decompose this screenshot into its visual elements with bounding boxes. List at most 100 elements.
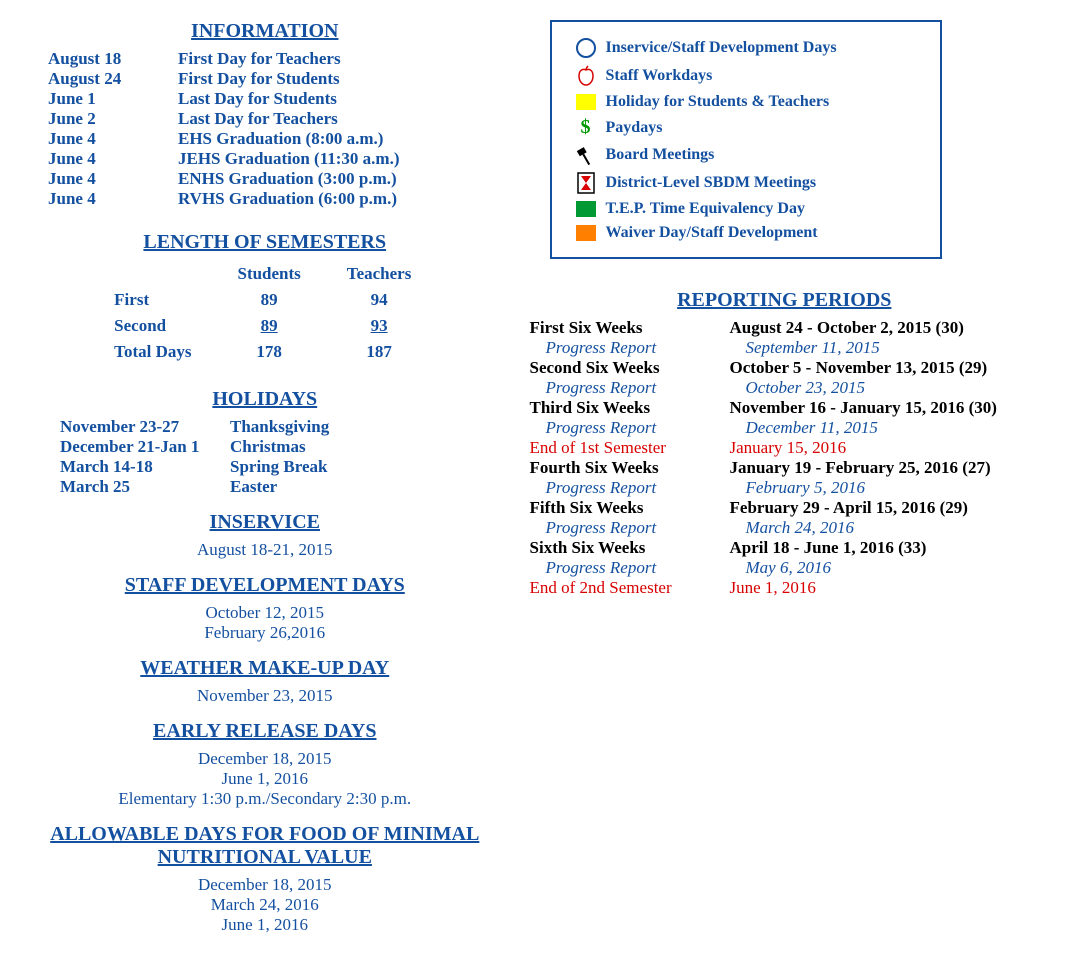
holiday-row: December 21-Jan 1Christmas (30, 437, 500, 457)
reporting-row: Fourth Six WeeksJanuary 19 - February 25… (530, 458, 1039, 478)
legend-row: T.E.P. Time Equivalency Day (566, 199, 926, 219)
information-row: June 4ENHS Graduation (3:00 p.m.) (30, 169, 500, 189)
food-line: December 18, 2015 (30, 875, 500, 895)
info-desc: ENHS Graduation (3:00 p.m.) (178, 169, 500, 189)
early-title: EARLY RELEASE DAYS (30, 720, 500, 743)
reporting-label: Progress Report (530, 338, 746, 358)
information-row: August 24First Day for Students (30, 69, 500, 89)
holiday-date: November 23-27 (60, 417, 230, 437)
legend-label: Waiver Day/Staff Development (606, 224, 818, 242)
holiday-name: Thanksgiving (230, 417, 329, 437)
reporting-value: January 19 - February 25, 2016 (27) (730, 458, 1039, 478)
info-desc: Last Day for Teachers (178, 109, 500, 129)
reporting-row: Progress ReportSeptember 11, 2015 (530, 338, 1039, 358)
reporting-label: Fourth Six Weeks (530, 458, 730, 478)
weather-title: WEATHER MAKE-UP DAY (30, 657, 500, 680)
legend-row: Holiday for Students & Teachers (566, 92, 926, 112)
semester-teachers: 93 (325, 314, 434, 338)
legend-row: Staff Workdays (566, 64, 926, 88)
reporting-row: First Six WeeksAugust 24 - October 2, 20… (530, 318, 1039, 338)
holiday-row: March 14-18Spring Break (30, 457, 500, 477)
reporting-label: Third Six Weeks (530, 398, 730, 418)
reporting-label: Progress Report (530, 418, 746, 438)
info-date: June 4 (30, 169, 178, 189)
reporting-value: October 5 - November 13, 2015 (29) (730, 358, 1039, 378)
reporting-value: November 16 - January 15, 2016 (30) (730, 398, 1039, 418)
semester-label: First (96, 288, 213, 312)
reporting-value: January 15, 2016 (730, 438, 1039, 458)
early-line: June 1, 2016 (30, 769, 500, 789)
holiday-date: December 21-Jan 1 (60, 437, 230, 457)
holidays-list: November 23-27ThanksgivingDecember 21-Ja… (30, 417, 500, 497)
info-desc: RVHS Graduation (6:00 p.m.) (178, 189, 500, 209)
green-box-icon (566, 199, 606, 219)
info-date: August 24 (30, 69, 178, 89)
holiday-row: March 25Easter (30, 477, 500, 497)
info-date: June 1 (30, 89, 178, 109)
information-row: June 2Last Day for Teachers (30, 109, 500, 129)
information-row: June 4EHS Graduation (8:00 a.m.) (30, 129, 500, 149)
staffdev-lines: October 12, 2015February 26,2016 (30, 603, 500, 643)
semester-students: 89 (215, 314, 322, 338)
legend-row: Board Meetings (566, 143, 926, 167)
info-date: June 2 (30, 109, 178, 129)
holiday-name: Christmas (230, 437, 306, 457)
food-title: ALLOWABLE DAYS FOR FOOD OF MINIMAL NUTRI… (30, 823, 500, 869)
holiday-row: November 23-27Thanksgiving (30, 417, 500, 437)
reporting-value: February 29 - April 15, 2016 (29) (730, 498, 1039, 518)
legend-row: $Paydays (566, 116, 926, 139)
legend-label: Holiday for Students & Teachers (606, 93, 830, 111)
information-row: June 1Last Day for Students (30, 89, 500, 109)
reporting-label: Fifth Six Weeks (530, 498, 730, 518)
information-list: August 18First Day for TeachersAugust 24… (30, 49, 500, 209)
semester-row: Total Days178187 (96, 340, 433, 364)
reporting-label: Progress Report (530, 478, 746, 498)
info-desc: First Day for Students (178, 69, 500, 89)
reporting-row: Sixth Six WeeksApril 18 - June 1, 2016 (… (530, 538, 1039, 558)
reporting-label: Progress Report (530, 518, 746, 538)
semester-header (96, 262, 213, 286)
holiday-name: Spring Break (230, 457, 327, 477)
info-desc: JEHS Graduation (11:30 a.m.) (178, 149, 500, 169)
apple-icon (566, 64, 606, 88)
reporting-row: Third Six WeeksNovember 16 - January 15,… (530, 398, 1039, 418)
food-lines: December 18, 2015March 24, 2016June 1, 2… (30, 875, 500, 935)
reporting-value: April 18 - June 1, 2016 (33) (730, 538, 1039, 558)
information-row: August 18First Day for Teachers (30, 49, 500, 69)
dollar-icon: $ (566, 116, 606, 139)
weather-lines: November 23, 2015 (30, 686, 500, 706)
reporting-row: Progress ReportDecember 11, 2015 (530, 418, 1039, 438)
reporting-label: End of 1st Semester (530, 438, 730, 458)
legend-label: District-Level SBDM Meetings (606, 174, 817, 192)
circle-icon (566, 36, 606, 60)
semester-students: 89 (215, 288, 322, 312)
food-line: March 24, 2016 (30, 895, 500, 915)
reporting-row: Fifth Six WeeksFebruary 29 - April 15, 2… (530, 498, 1039, 518)
reporting-row: Second Six WeeksOctober 5 - November 13,… (530, 358, 1039, 378)
weather-line: November 23, 2015 (30, 686, 500, 706)
reporting-title: REPORTING PERIODS (530, 289, 1039, 312)
reporting-row: Progress ReportOctober 23, 2015 (530, 378, 1039, 398)
info-date: June 4 (30, 189, 178, 209)
reporting-label: End of 2nd Semester (530, 578, 730, 598)
reporting-value: October 23, 2015 (746, 378, 1039, 398)
legend-label: Staff Workdays (606, 67, 713, 85)
reporting-value: February 5, 2016 (746, 478, 1039, 498)
inservice-title: INSERVICE (30, 511, 500, 534)
staffdev-line: February 26,2016 (30, 623, 500, 643)
information-title: INFORMATION (30, 20, 500, 43)
semester-label: Second (96, 314, 213, 338)
info-desc: First Day for Teachers (178, 49, 500, 69)
semesters-table: StudentsTeachers First8994Second8993Tota… (94, 260, 435, 366)
legend-row: Waiver Day/Staff Development (566, 223, 926, 243)
reporting-value: March 24, 2016 (746, 518, 1039, 538)
early-line: December 18, 2015 (30, 749, 500, 769)
info-date: June 4 (30, 129, 178, 149)
staffdev-line: October 12, 2015 (30, 603, 500, 623)
semester-teachers: 94 (325, 288, 434, 312)
legend-box: Inservice/Staff Development DaysStaff Wo… (550, 20, 942, 259)
legend-label: Board Meetings (606, 146, 715, 164)
left-column: INFORMATION August 18First Day for Teach… (30, 20, 500, 935)
reporting-row: Progress ReportFebruary 5, 2016 (530, 478, 1039, 498)
holidays-title: HOLIDAYS (30, 388, 500, 411)
